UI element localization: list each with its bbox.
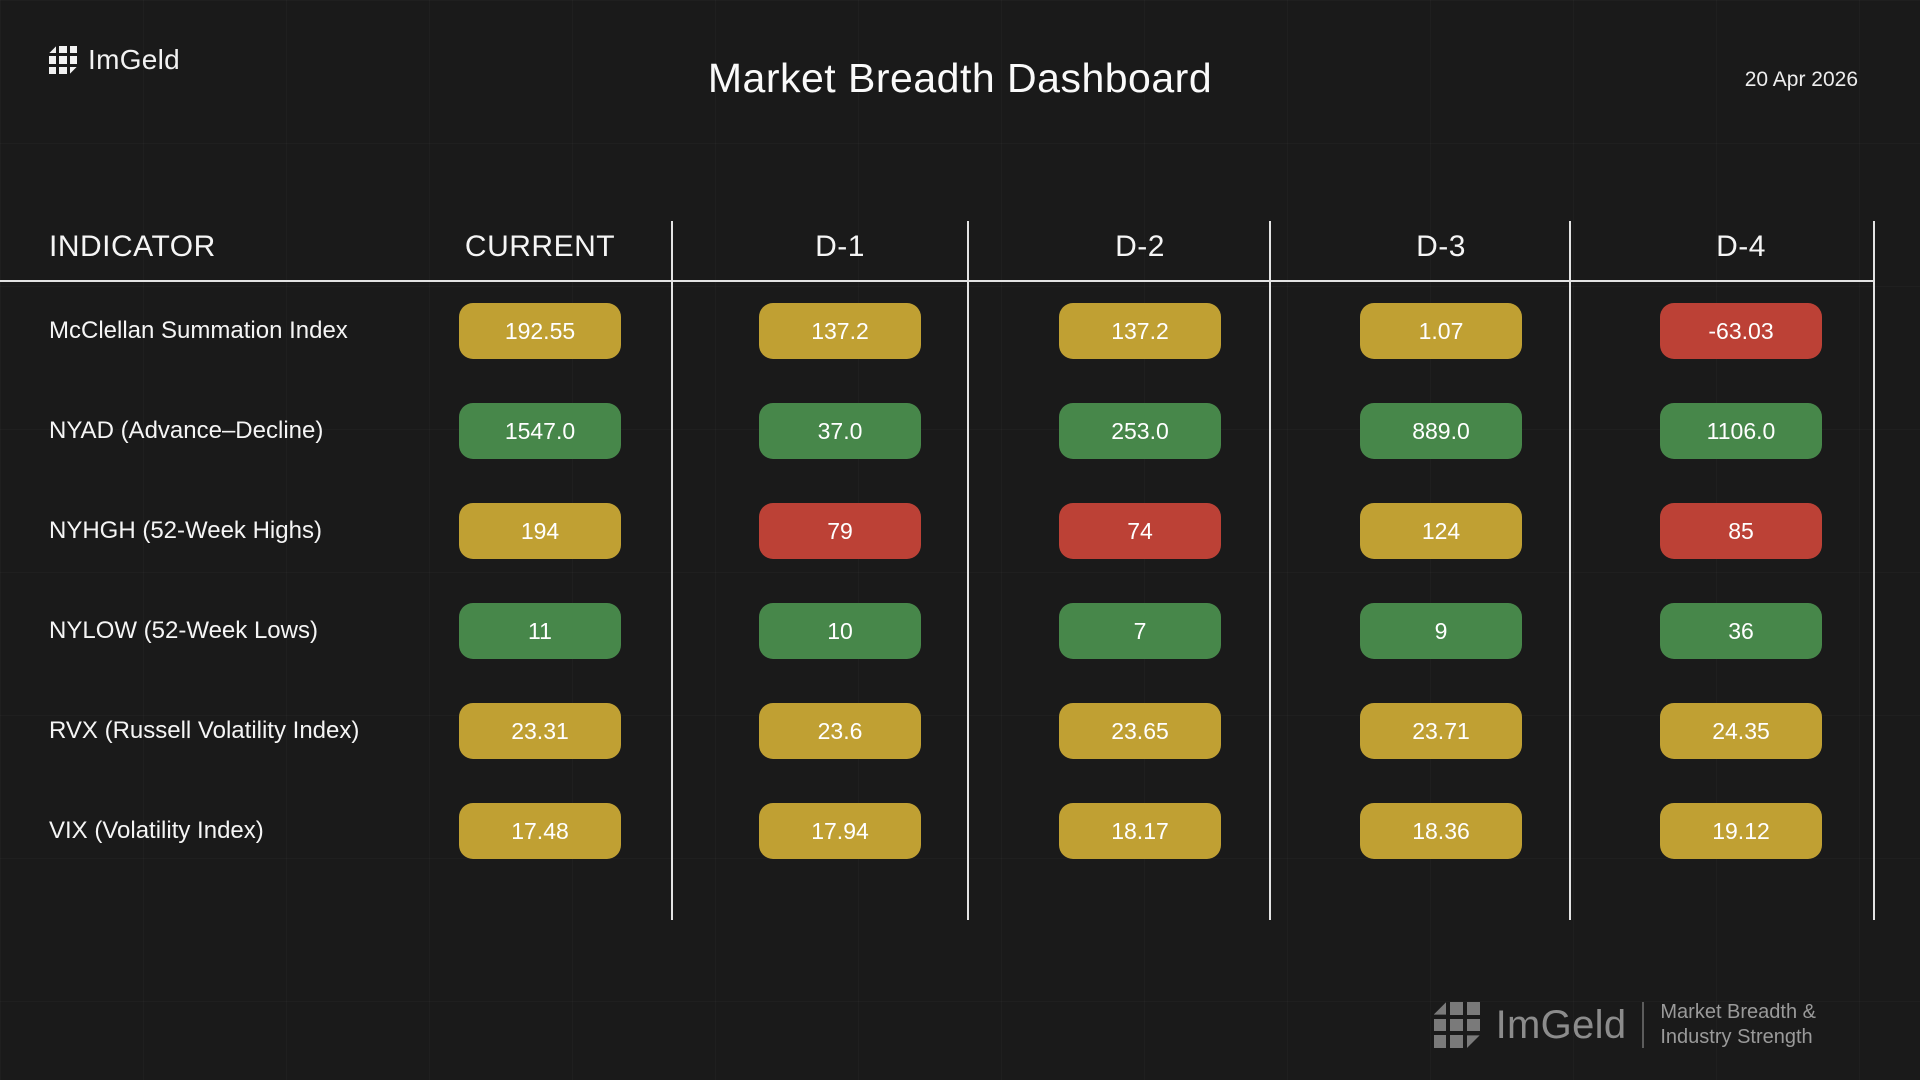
value-pill: 137.2: [759, 303, 921, 359]
value-pill: 18.36: [1360, 803, 1522, 859]
imgeld-grid-icon: [49, 46, 77, 74]
value-pill: 23.31: [459, 703, 621, 759]
value-pill: 889.0: [1360, 403, 1522, 459]
value-pill: 37.0: [759, 403, 921, 459]
column-header-d3: D-3: [1416, 230, 1466, 263]
column-divider-line: [967, 221, 969, 920]
indicator-table: McClellan Summation Index 192.55 137.2 1…: [0, 281, 1875, 881]
page-title: Market Breadth Dashboard: [707, 55, 1213, 101]
value-pill: 1.07: [1360, 303, 1522, 359]
header-divider-line: [0, 280, 1875, 282]
value-pill: 192.55: [459, 303, 621, 359]
value-pill: -63.03: [1660, 303, 1822, 359]
column-header-d2: D-2: [1115, 230, 1165, 263]
footer-divider: [1642, 1002, 1645, 1048]
column-divider-line: [1873, 221, 1875, 920]
column-divider-line: [1269, 221, 1271, 920]
value-pill: 137.2: [1059, 303, 1221, 359]
column-divider-line: [671, 221, 673, 920]
column-divider-line: [1569, 221, 1571, 920]
footer-tagline-line1: Market Breadth &: [1660, 1001, 1816, 1023]
imgeld-grid-icon: [1433, 1002, 1480, 1048]
column-header-d1: D-1: [815, 230, 865, 263]
value-pill: 1547.0: [459, 403, 621, 459]
footer-tagline-line2: Industry Strength: [1660, 1026, 1813, 1048]
table-row-nyhgh: NYHGH (52-Week Highs) 194 79 74 124 85: [0, 481, 1875, 581]
footer-brand: ImGeld Market Breadth & Industry Strengt…: [1433, 1000, 1816, 1050]
row-label: NYLOW (52-Week Lows): [49, 617, 318, 644]
report-date: 20 Apr 2026: [1744, 68, 1858, 91]
value-pill: 7: [1059, 603, 1221, 659]
table-row-mcclellan: McClellan Summation Index 192.55 137.2 1…: [0, 281, 1875, 381]
column-header-current: CURRENT: [464, 230, 616, 263]
column-header-indicator: INDICATOR: [49, 230, 216, 263]
value-pill: 18.17: [1059, 803, 1221, 859]
value-pill: 17.48: [459, 803, 621, 859]
table-row-rvx: RVX (Russell Volatility Index) 23.31 23.…: [0, 681, 1875, 781]
value-pill: 36: [1660, 603, 1822, 659]
footer-tagline: Market Breadth & Industry Strength: [1660, 1000, 1816, 1050]
row-label: NYAD (Advance–Decline): [49, 417, 324, 444]
value-pill: 79: [759, 503, 921, 559]
brand-logo: ImGeld: [49, 44, 180, 76]
table-row-nyad: NYAD (Advance–Decline) 1547.0 37.0 253.0…: [0, 381, 1875, 481]
value-pill: 19.12: [1660, 803, 1822, 859]
table-row-vix: VIX (Volatility Index) 17.48 17.94 18.17…: [0, 781, 1875, 881]
row-label: RVX (Russell Volatility Index): [49, 717, 360, 744]
table-row-nylow: NYLOW (52-Week Lows) 11 10 7 9 36: [0, 581, 1875, 681]
value-pill: 24.35: [1660, 703, 1822, 759]
value-pill: 23.65: [1059, 703, 1221, 759]
column-header-d4: D-4: [1716, 230, 1766, 263]
value-pill: 253.0: [1059, 403, 1221, 459]
value-pill: 74: [1059, 503, 1221, 559]
value-pill: 85: [1660, 503, 1822, 559]
value-pill: 194: [459, 503, 621, 559]
value-pill: 17.94: [759, 803, 921, 859]
row-label: McClellan Summation Index: [49, 317, 348, 344]
value-pill: 124: [1360, 503, 1522, 559]
value-pill: 11: [459, 603, 621, 659]
row-label: VIX (Volatility Index): [49, 817, 264, 844]
value-pill: 9: [1360, 603, 1522, 659]
value-pill: 10: [759, 603, 921, 659]
row-label: NYHGH (52-Week Highs): [49, 517, 322, 544]
value-pill: 23.71: [1360, 703, 1522, 759]
value-pill: 1106.0: [1660, 403, 1822, 459]
value-pill: 23.6: [759, 703, 921, 759]
footer-brand-name: ImGeld: [1495, 1002, 1627, 1047]
brand-name: ImGeld: [88, 44, 181, 75]
